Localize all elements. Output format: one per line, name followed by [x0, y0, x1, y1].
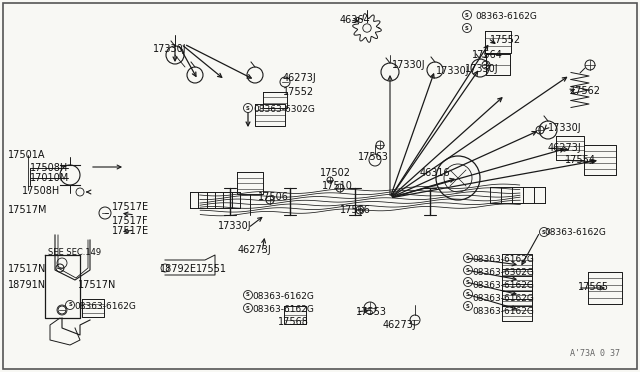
- Text: 08363-6302G: 08363-6302G: [253, 105, 315, 114]
- Text: 17517E: 17517E: [112, 202, 149, 212]
- Text: 17502: 17502: [320, 168, 351, 178]
- Text: 08363-6162G: 08363-6162G: [252, 292, 314, 301]
- Text: S: S: [542, 230, 546, 234]
- Text: 17330J: 17330J: [465, 64, 499, 74]
- Text: 08363-6162G: 08363-6162G: [472, 294, 534, 303]
- Text: 17568: 17568: [278, 317, 309, 327]
- Text: S: S: [465, 13, 469, 17]
- Text: S: S: [246, 106, 250, 110]
- Text: SEE SEC.149: SEE SEC.149: [48, 248, 101, 257]
- Text: 46273J: 46273J: [548, 143, 582, 153]
- Text: 46273J: 46273J: [383, 320, 417, 330]
- Text: 17563: 17563: [358, 152, 389, 162]
- Text: S: S: [466, 256, 470, 260]
- Text: 08363-6162G: 08363-6162G: [252, 305, 314, 314]
- Text: S: S: [466, 304, 470, 308]
- Text: 17554: 17554: [565, 155, 596, 165]
- Text: 17506: 17506: [258, 192, 289, 202]
- Text: 17565: 17565: [578, 282, 609, 292]
- Text: 17010M: 17010M: [30, 173, 69, 183]
- Text: 17517N: 17517N: [78, 280, 116, 290]
- Text: S: S: [246, 305, 250, 311]
- Text: 17330J: 17330J: [218, 221, 252, 231]
- Text: S: S: [465, 26, 469, 31]
- Text: 08363-6162G: 08363-6162G: [472, 255, 534, 264]
- Text: 17330J: 17330J: [153, 44, 187, 54]
- Text: 08363-6162G: 08363-6162G: [475, 12, 537, 21]
- Text: 17517E: 17517E: [112, 226, 149, 236]
- Text: 17330J: 17330J: [548, 123, 582, 133]
- Text: A'73A 0 37: A'73A 0 37: [570, 349, 620, 358]
- Text: 17566: 17566: [340, 205, 371, 215]
- Text: 17552: 17552: [490, 35, 521, 45]
- Text: 17553: 17553: [356, 307, 387, 317]
- Text: 17517N: 17517N: [8, 264, 46, 274]
- Text: 08363-6162G: 08363-6162G: [74, 302, 136, 311]
- Text: 17517F: 17517F: [112, 216, 148, 226]
- Text: S: S: [466, 267, 470, 273]
- Text: 08363-6162G: 08363-6162G: [472, 281, 534, 290]
- Text: S: S: [68, 302, 72, 308]
- Text: 17517M: 17517M: [8, 205, 47, 215]
- Text: 46316: 46316: [420, 168, 451, 178]
- Text: 46273J: 46273J: [238, 245, 272, 255]
- Text: S: S: [246, 292, 250, 298]
- Text: 46273J: 46273J: [283, 73, 317, 83]
- Text: 17508H: 17508H: [30, 163, 68, 173]
- Text: 18792E: 18792E: [160, 264, 197, 274]
- Text: 18791N: 18791N: [8, 280, 46, 290]
- Text: S: S: [466, 279, 470, 285]
- Text: 17562: 17562: [570, 86, 601, 96]
- Text: 17330J: 17330J: [436, 66, 470, 76]
- Text: 17564: 17564: [472, 50, 503, 60]
- Text: 17551: 17551: [196, 264, 227, 274]
- Text: S: S: [466, 292, 470, 296]
- Text: 17508H: 17508H: [22, 186, 60, 196]
- Text: 08363-6162G: 08363-6162G: [472, 307, 534, 316]
- Text: 46364: 46364: [340, 15, 371, 25]
- Text: 08363-6162G: 08363-6162G: [544, 228, 606, 237]
- Text: 17552: 17552: [283, 87, 314, 97]
- Text: 17510: 17510: [322, 181, 353, 191]
- Text: 17501A: 17501A: [8, 150, 45, 160]
- Text: 08363-6302G: 08363-6302G: [472, 268, 534, 277]
- Text: 17330J: 17330J: [392, 60, 426, 70]
